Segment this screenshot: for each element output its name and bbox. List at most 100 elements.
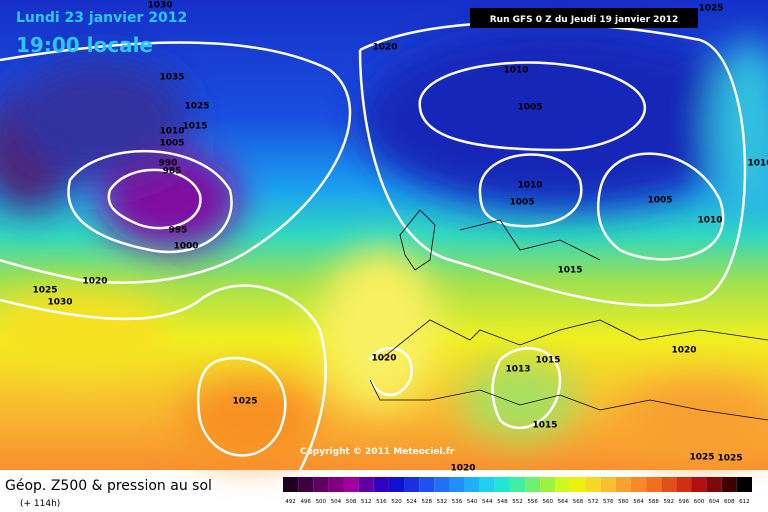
scale-swatch [509, 477, 526, 492]
scale-swatch [373, 477, 389, 492]
isobar-label: 985 [163, 167, 182, 177]
scale-label: 552 [512, 499, 523, 505]
isobar-label: 1025 [32, 286, 57, 296]
isobar-label: 1030 [147, 1, 172, 11]
isobar-label: 1005 [517, 103, 542, 113]
scale-swatch [585, 477, 601, 492]
scale-swatch [555, 477, 571, 492]
isobar-label: 1010 [159, 127, 184, 137]
isobar-label: 1025 [689, 453, 714, 463]
isobar-label: 1010 [517, 181, 542, 191]
coastlines [369, 209, 768, 421]
isobar-label: 1005 [647, 196, 672, 206]
scale-label: 536 [452, 499, 463, 505]
scale-swatch [494, 477, 510, 492]
isobar-label: 1035 [159, 73, 184, 83]
scale-label: 512 [361, 499, 372, 505]
isobar-label: 1025 [184, 102, 209, 112]
scale-label: 540 [467, 499, 478, 505]
isobar-label: 1015 [557, 266, 582, 276]
scale-swatch [388, 477, 405, 492]
scale-swatch [570, 477, 586, 492]
scale-label: 600 [694, 499, 705, 505]
scale-label: 508 [346, 499, 357, 505]
isobar-label: 1013 [505, 365, 530, 375]
scale-label: 592 [664, 499, 675, 505]
scale-swatch [479, 477, 495, 492]
color-scale: 492 496 500 504 508 512 516 520 524 528 532 536 540 5… [283, 477, 752, 505]
scale-swatch [343, 477, 359, 492]
scale-swatch [691, 477, 707, 492]
scale-label: 548 [497, 499, 508, 505]
scale-swatch [449, 477, 465, 492]
scale-label: 556 [527, 499, 538, 505]
run-box [470, 8, 698, 28]
isobar-label: 995 [169, 226, 188, 236]
scale-swatch [328, 477, 344, 492]
scale-swatch [283, 477, 299, 492]
scale-label: 532 [437, 499, 448, 505]
scale-swatch [676, 477, 692, 492]
time: 19:00 locale [16, 33, 153, 57]
scale-swatch [721, 477, 737, 492]
scale-label: 500 [316, 499, 327, 505]
isobar-label: 1015 [535, 356, 560, 366]
isobar-label: 1010 [697, 216, 722, 226]
legend-title: Géop. Z500 & pression au sol [5, 478, 212, 494]
isobar-label: 1025 [717, 454, 742, 464]
isobar-label: 1010 [747, 159, 768, 169]
isobar-label: 1005 [509, 198, 534, 208]
scale-swatch [661, 477, 677, 492]
scale-swatch [419, 477, 435, 492]
scale-label: 580 [618, 499, 629, 505]
scale-label: 604 [709, 499, 720, 505]
isobar-label: 990 [159, 159, 178, 169]
scale-label: 560 [543, 499, 554, 505]
scale-label: 596 [679, 499, 690, 505]
date: Lundi 23 janvier 2012 [16, 10, 187, 26]
isobar-label: 1020 [671, 346, 696, 356]
isobar-label: 1030 [47, 298, 72, 308]
isobar-label: 1000 [173, 242, 198, 252]
scale-swatch [404, 477, 420, 492]
scale-swatch [600, 477, 616, 492]
scale-label: 568 [573, 499, 584, 505]
scale-label: 528 [421, 499, 432, 505]
isobar-label: 1010 [503, 66, 528, 76]
isobar-label: 1020 [372, 43, 397, 53]
scale-label: 588 [648, 499, 659, 505]
scale-swatch [464, 477, 480, 492]
scale-label: 584 [633, 499, 644, 505]
scale-swatch [706, 477, 722, 492]
scale-swatch [298, 477, 314, 492]
scale-label: 608 [724, 499, 735, 505]
scale-label: 516 [376, 499, 387, 505]
scale-swatch [358, 477, 374, 492]
isobar-label: 1020 [82, 277, 107, 287]
scale-label: 612 [739, 499, 750, 505]
map-background [0, 0, 768, 470]
isobar-label: 1025 [698, 4, 723, 14]
scale-label: 572 [588, 499, 599, 505]
isobar-label: 1005 [159, 139, 184, 149]
isobar-label: 1020 [371, 354, 396, 364]
run-info: Run GFS 0 Z du Jeudi 19 janvier 2012 [490, 15, 679, 25]
lead-time: (+ 114h) [20, 499, 60, 509]
scale-label: 496 [300, 499, 311, 505]
scale-label: 504 [331, 499, 342, 505]
scale-swatch [630, 477, 647, 492]
scale-label: 544 [482, 499, 493, 505]
scale-label: 576 [603, 499, 614, 505]
scale-label: 524 [406, 499, 417, 505]
scale-swatch [313, 477, 329, 492]
scale-swatch [540, 477, 556, 492]
scale-swatch [434, 477, 450, 492]
isobar-label: 1025 [232, 397, 257, 407]
isobar-label: 1015 [532, 421, 557, 431]
scale-label: 520 [391, 499, 402, 505]
isobar-label: 1020 [450, 464, 475, 474]
scale-swatch [646, 477, 662, 492]
